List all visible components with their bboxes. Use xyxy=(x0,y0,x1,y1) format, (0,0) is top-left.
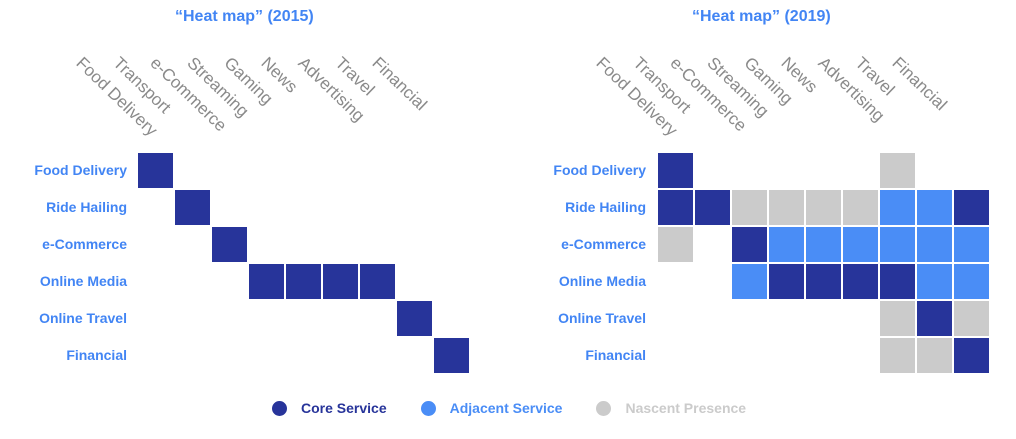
heatmap-cell-core xyxy=(879,263,916,300)
heatmap-cell-core xyxy=(694,189,731,226)
heatmap-cell-nascent xyxy=(953,300,990,337)
heatmap-cell-core xyxy=(322,263,359,300)
heatmap-cell-nascent xyxy=(657,226,694,263)
heatmap-cell-nascent xyxy=(916,337,953,374)
heatmap-cell-core xyxy=(359,263,396,300)
heatmap-cell-adjacent xyxy=(953,263,990,300)
heatmap-cell-core xyxy=(953,189,990,226)
legend-item-adjacent: Adjacent Service xyxy=(420,400,563,416)
heatmap-cell-core xyxy=(805,263,842,300)
heatmap-cell-adjacent xyxy=(842,226,879,263)
row-label: Financial xyxy=(585,347,646,363)
chart-title: “Heat map” (2019) xyxy=(692,8,831,25)
legend-swatch-core xyxy=(272,400,287,416)
column-label: Financial xyxy=(888,53,951,115)
heatmap-cell-core xyxy=(211,226,248,263)
heatmap-cell-adjacent xyxy=(731,263,768,300)
legend-label: Adjacent Service xyxy=(449,400,563,416)
heatmap-cell-adjacent xyxy=(879,189,916,226)
row-label: Online Travel xyxy=(558,310,646,326)
heatmap-cell-adjacent xyxy=(953,226,990,263)
column-label: Financial xyxy=(368,53,431,115)
heatmap-cell-adjacent xyxy=(805,226,842,263)
row-label: e-Commerce xyxy=(561,236,646,252)
heatmap-cell-core xyxy=(137,152,174,189)
heatmap-cell-nascent xyxy=(805,189,842,226)
row-label: Ride Hailing xyxy=(46,199,127,215)
heatmap-cell-core xyxy=(433,337,470,374)
legend-swatch-adjacent xyxy=(420,400,436,416)
heatmap-cell-core xyxy=(657,189,694,226)
legend-item-core: Core Service xyxy=(272,400,387,416)
legend-label: Core Service xyxy=(301,400,387,416)
legend-swatch-nascent xyxy=(596,400,612,416)
heatmap-cell-nascent xyxy=(879,337,916,374)
heatmap-cell-core xyxy=(248,263,285,300)
chart-title: “Heat map” (2015) xyxy=(175,8,314,25)
heatmap-cell-core xyxy=(842,263,879,300)
heatmap-cell-adjacent xyxy=(768,226,805,263)
heatmap-cell-core xyxy=(174,189,211,226)
heatmap-cell-adjacent xyxy=(879,226,916,263)
row-label: Food Delivery xyxy=(34,162,127,178)
heatmap-cell-adjacent xyxy=(916,189,953,226)
heatmap-cell-core xyxy=(285,263,322,300)
row-label: Online Travel xyxy=(39,310,127,326)
heatmap-cell-core xyxy=(953,337,990,374)
row-label: e-Commerce xyxy=(42,236,127,252)
row-label: Online Media xyxy=(39,273,127,289)
heatmap-cell-nascent xyxy=(768,189,805,226)
row-label: Online Media xyxy=(558,273,646,289)
row-label: Financial xyxy=(66,347,127,363)
heatmap-cell-core xyxy=(768,263,805,300)
heatmap-cell-core xyxy=(396,300,433,337)
heatmap-cell-core xyxy=(731,226,768,263)
heatmap-cell-adjacent xyxy=(916,226,953,263)
legend-label: Nascent Presence xyxy=(625,400,747,416)
heatmap-cell-adjacent xyxy=(916,263,953,300)
heatmap-cell-nascent xyxy=(879,152,916,189)
heatmap-cell-nascent xyxy=(842,189,879,226)
heatmap-cell-nascent xyxy=(731,189,768,226)
heatmap-cell-nascent xyxy=(879,300,916,337)
row-label: Ride Hailing xyxy=(565,199,646,215)
legend-item-nascent: Nascent Presence xyxy=(596,400,746,416)
heatmap-cell-core xyxy=(657,152,694,189)
legend: Core Service Adjacent Service Nascent Pr… xyxy=(272,400,780,416)
heatmap-cell-core xyxy=(916,300,953,337)
row-label: Food Delivery xyxy=(553,162,646,178)
